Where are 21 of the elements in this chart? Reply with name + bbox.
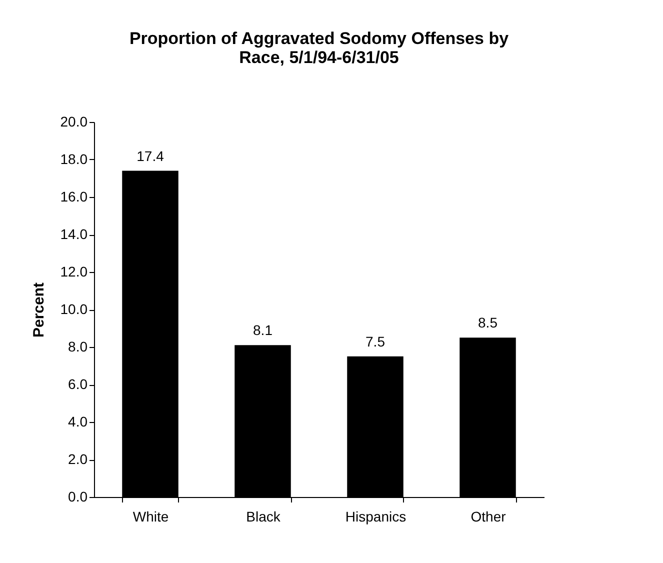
data-label: 17.4 <box>136 148 164 164</box>
data-label: 8.5 <box>478 314 498 331</box>
x-tick-label: Hispanics <box>345 508 406 524</box>
x-tick-label: White <box>132 508 169 524</box>
y-tick-label: 12.0 <box>60 264 88 280</box>
y-tick-label: 4.0 <box>68 414 88 430</box>
y-tick-label: 14.0 <box>60 226 88 242</box>
chart-title: Proportion of Aggravated Sodomy Offenses by Race, 5/1/94-6/31/05 <box>129 29 510 67</box>
y-tick-label: 2.0 <box>68 451 88 467</box>
data-label: 8.1 <box>253 322 273 338</box>
y-tick-label: 8.0 <box>68 338 88 354</box>
y-tick-label: 16.0 <box>60 188 88 204</box>
x-tick-label: Other <box>470 508 506 524</box>
y-tick-label: 18.0 <box>60 151 88 167</box>
y-tick-label: 6.0 <box>68 376 88 392</box>
y-tick-label: 0.0 <box>68 488 88 504</box>
data-label: 7.5 <box>366 333 386 350</box>
y-tick-label: 10.0 <box>60 301 88 317</box>
x-tick-label: Black <box>246 508 282 524</box>
y-tick-label: 20.0 <box>60 114 88 130</box>
y-axis-title: Percent <box>30 282 48 338</box>
